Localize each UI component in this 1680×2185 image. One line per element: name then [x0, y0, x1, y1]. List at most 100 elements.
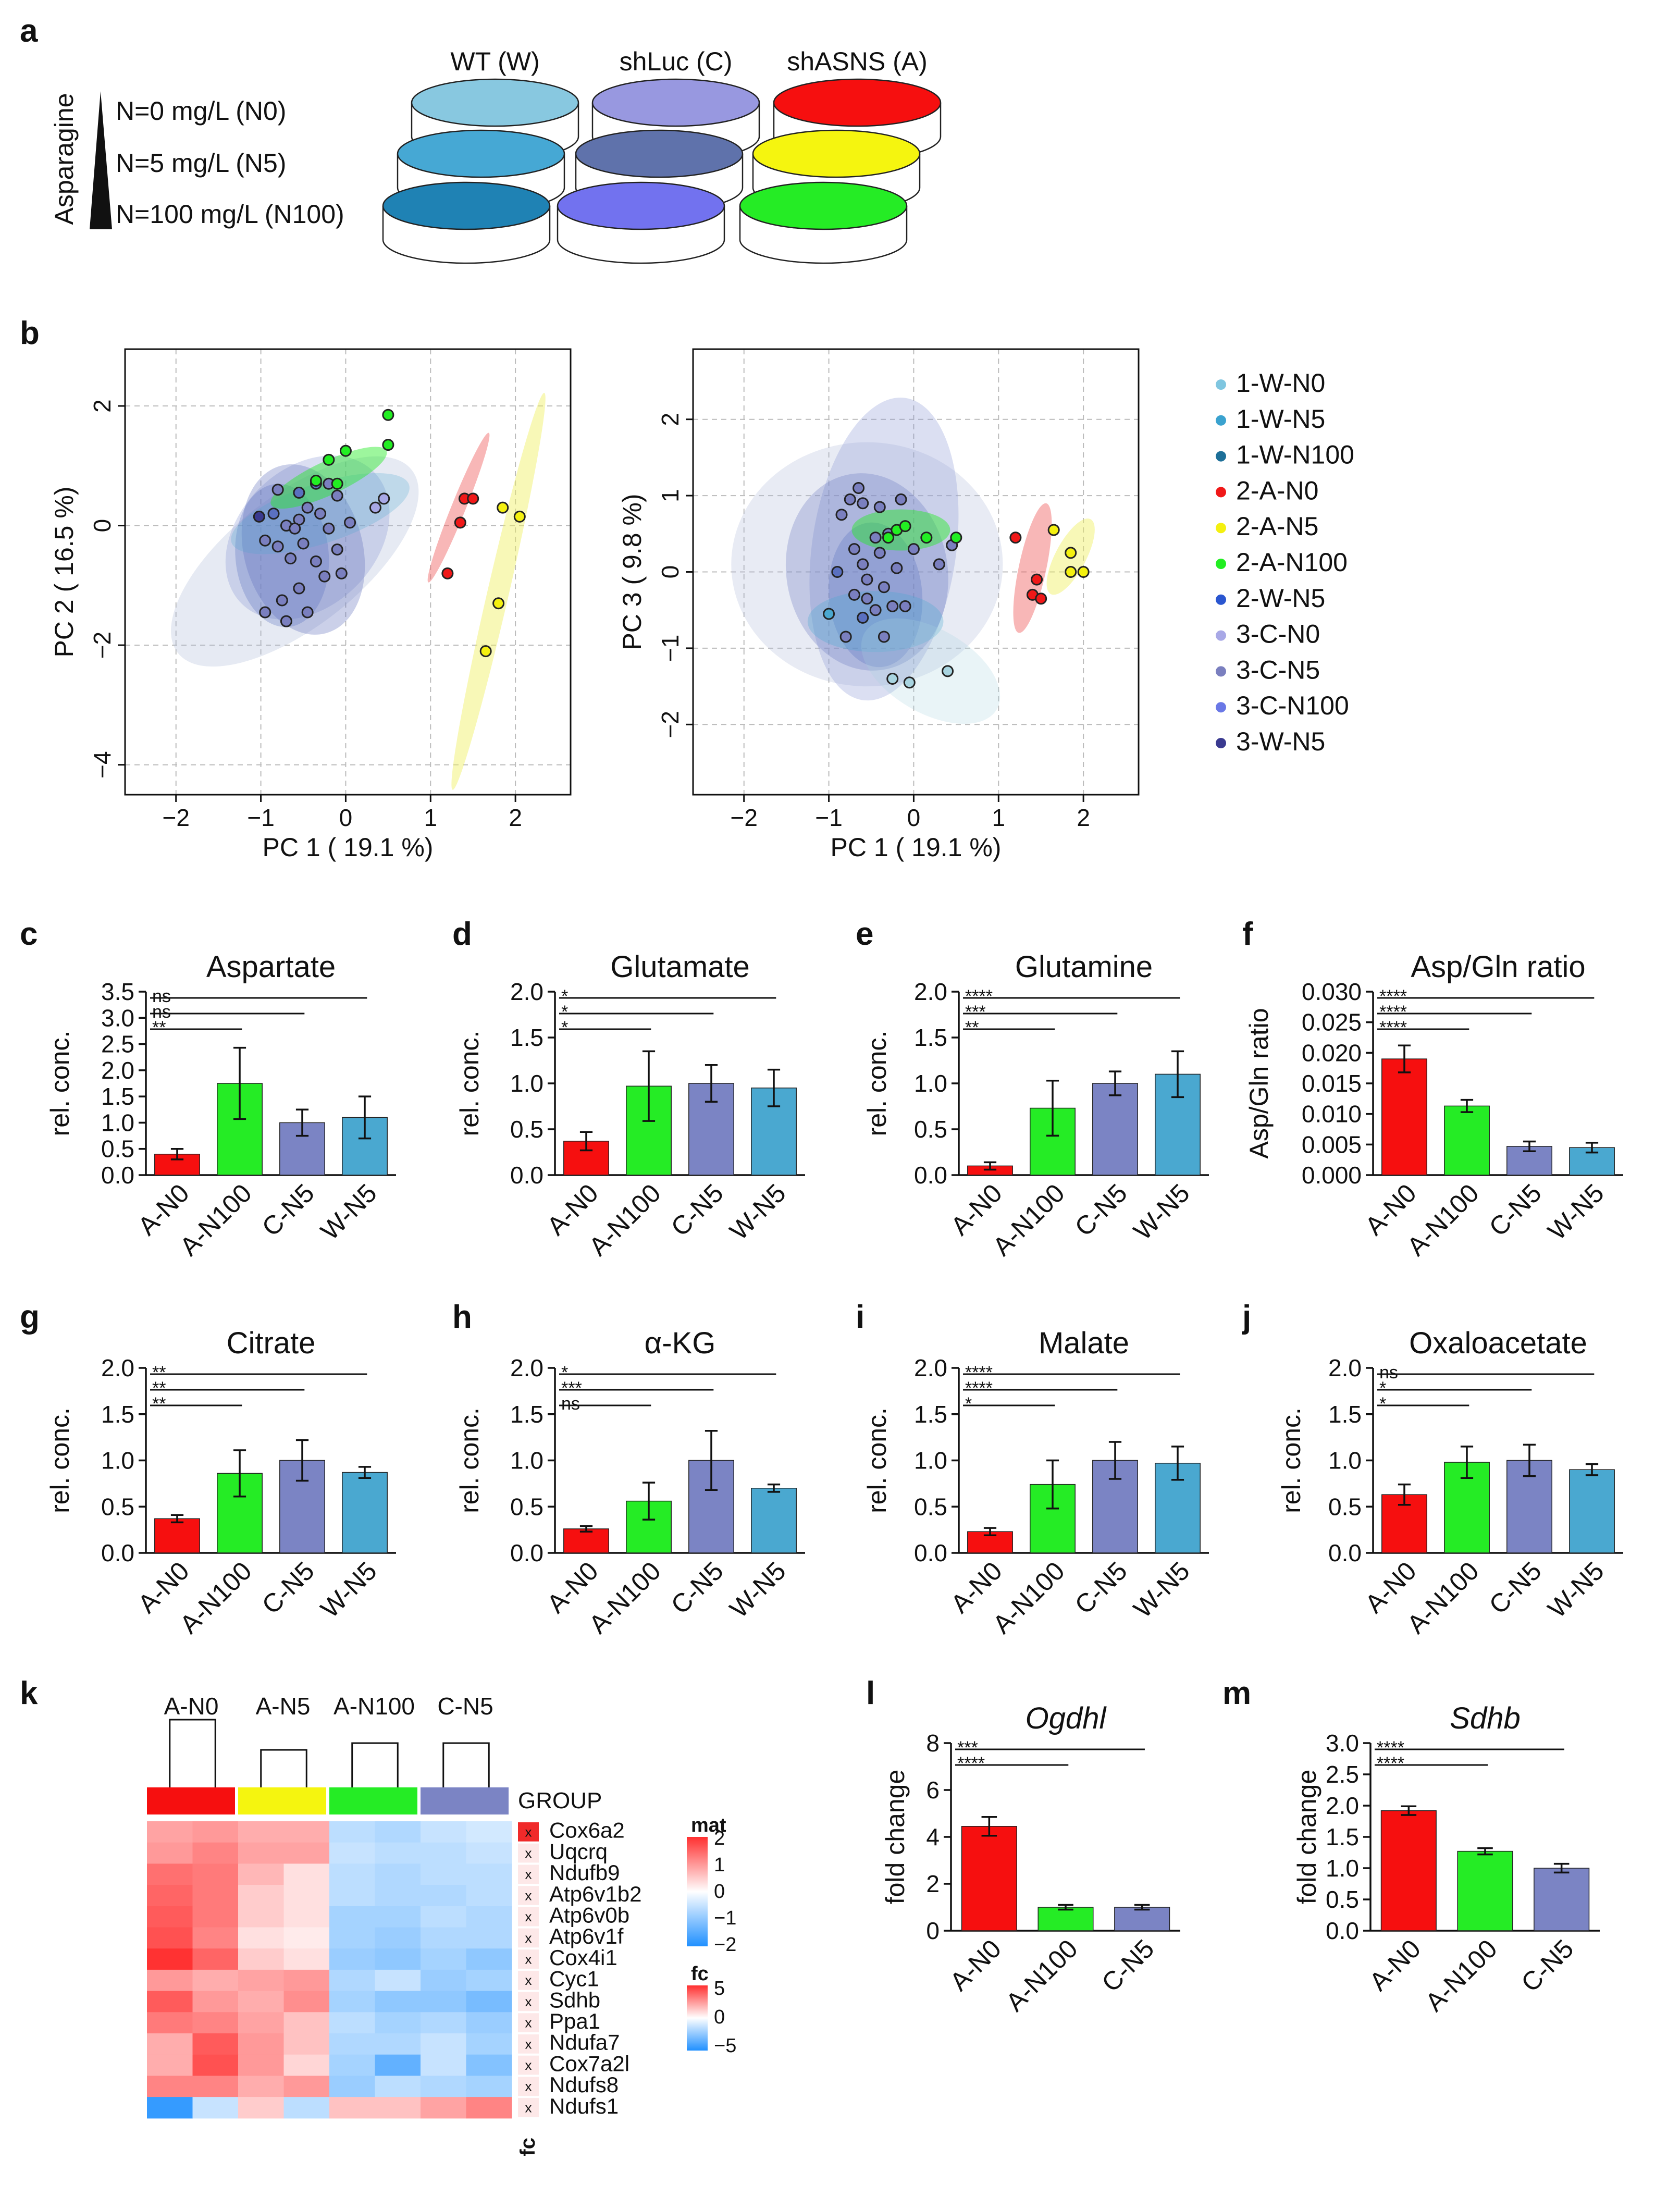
data-point [1047, 524, 1060, 536]
data-point [873, 501, 886, 513]
bar [1534, 1868, 1590, 1931]
y-axis-title: rel. conc. [45, 1031, 75, 1137]
heatmap-cell [283, 1991, 330, 2013]
y-axis-title: rel. conc. [862, 1408, 892, 1513]
data-point [920, 532, 933, 544]
heatmap-cell [283, 1969, 330, 1992]
heatmap-cell [329, 2033, 376, 2055]
fc-cell [518, 2013, 539, 2032]
panel-letter-a: a [20, 13, 38, 49]
x-tick-label: 0 [907, 804, 921, 831]
y-tick-label: 1.5 [101, 1401, 134, 1428]
bar [1092, 1083, 1138, 1176]
heatmap-cell [466, 1842, 512, 1864]
heatmap-cell [329, 2076, 376, 2097]
legend-tick-label: 5 [714, 1978, 725, 1999]
confidence-ellipse [427, 433, 490, 583]
fc-cell [518, 2055, 539, 2075]
data-point [857, 558, 869, 571]
heatmap-cell [329, 1991, 376, 2013]
chart-title: Aspartate [206, 950, 336, 984]
legend-swatch [1216, 630, 1226, 641]
heatmap-cell [147, 2033, 193, 2055]
y-tick-label: 0.015 [1302, 1070, 1362, 1097]
plot-area [125, 349, 571, 795]
chart-title: Sdhb [1450, 1701, 1520, 1735]
heatmap-cell [466, 1821, 512, 1843]
heatmap-cell [192, 1821, 239, 1843]
data-point [882, 532, 895, 544]
category-label: W-N5 [315, 1556, 382, 1623]
data-point [318, 570, 331, 583]
heatmap-cell [147, 2054, 193, 2076]
heatmap-row-label: Atp6v1f [549, 1924, 624, 1948]
y-tick-label: 0.0 [510, 1162, 543, 1189]
data-point [280, 615, 292, 627]
fc-marker: x [525, 2015, 532, 2031]
data-point [331, 543, 343, 555]
y-tick-label: 1.5 [914, 1024, 947, 1051]
heatmap-cell [421, 1821, 467, 1843]
category-label: W-N5 [1128, 1178, 1195, 1245]
legend-tick-label: 1 [714, 1854, 725, 1876]
heatmap-cell [238, 1991, 285, 2013]
heatmap-cell [238, 2033, 285, 2055]
heatmap-column-label: A-N100 [333, 1693, 415, 1720]
heatmap-cell [421, 2054, 467, 2076]
heatmap-cell [421, 1991, 467, 2013]
heatmap-cell [238, 1969, 285, 1992]
x-tick-label: 1 [424, 804, 437, 831]
data-point [899, 520, 911, 533]
heatmap-cell [238, 1885, 285, 1907]
category-label: W-N5 [724, 1178, 791, 1245]
heatmap-cell [466, 1927, 512, 1949]
bar-chart-i: Malate0.00.51.01.52.0A-N0A-N100C-N5W-N5*… [862, 1326, 1209, 1639]
heatmap-cell [329, 1948, 376, 1970]
heatmap-cell [147, 1991, 193, 2013]
group-annotation [329, 1787, 417, 1814]
chart-title: Ogdhl [1026, 1701, 1107, 1735]
data-point [293, 582, 305, 595]
data-point [289, 522, 301, 535]
y-axis-title: rel. conc. [1277, 1408, 1306, 1513]
bar [1114, 1907, 1170, 1931]
y-axis-title: rel. conc. [455, 1408, 484, 1513]
y-tick-label: 0.5 [914, 1116, 947, 1143]
bar [342, 1472, 388, 1553]
data-point [933, 558, 945, 571]
category-label: C-N5 [1069, 1556, 1133, 1620]
panel-letter-l: l [866, 1675, 875, 1711]
bar-chart-j: Oxaloacetate0.00.51.01.52.0A-N0A-N100C-N… [1277, 1326, 1623, 1639]
heatmap-cell [375, 1842, 421, 1864]
data-point [1031, 573, 1043, 586]
legend-swatch [1216, 594, 1226, 605]
heatmap-cell [192, 1863, 239, 1885]
y-tick-label: 0.5 [1328, 1493, 1362, 1520]
heatmap-cell [375, 2097, 421, 2119]
y-tick-label: 1.0 [1326, 1855, 1359, 1882]
y-tick-label: 6 [926, 1776, 940, 1804]
data-point [857, 497, 869, 510]
column-label-2: shASNS (A) [787, 47, 928, 76]
data-point [301, 606, 314, 619]
data-point [271, 484, 284, 496]
category-label: W-N5 [315, 1178, 382, 1245]
legend-swatch [1216, 487, 1226, 498]
heatmap-cell [466, 1948, 512, 1970]
data-point [259, 534, 271, 547]
heatmap-cell [192, 1969, 239, 1992]
y-tick-label: 2 [89, 399, 116, 413]
chart-title: Malate [1039, 1326, 1129, 1360]
heatmap-cell [238, 1863, 285, 1885]
data-point [479, 645, 492, 658]
category-label: A-N100 [1401, 1556, 1484, 1639]
y-tick-label: −1 [657, 635, 684, 662]
group-annotation [147, 1787, 235, 1814]
data-point [873, 547, 886, 559]
data-point [382, 409, 394, 421]
heatmap-cell [466, 1906, 512, 1928]
legend-tick-label: 2 [714, 1828, 725, 1849]
legend-label: 1-W-N5 [1236, 404, 1325, 434]
y-axis-title: rel. conc. [455, 1031, 484, 1137]
